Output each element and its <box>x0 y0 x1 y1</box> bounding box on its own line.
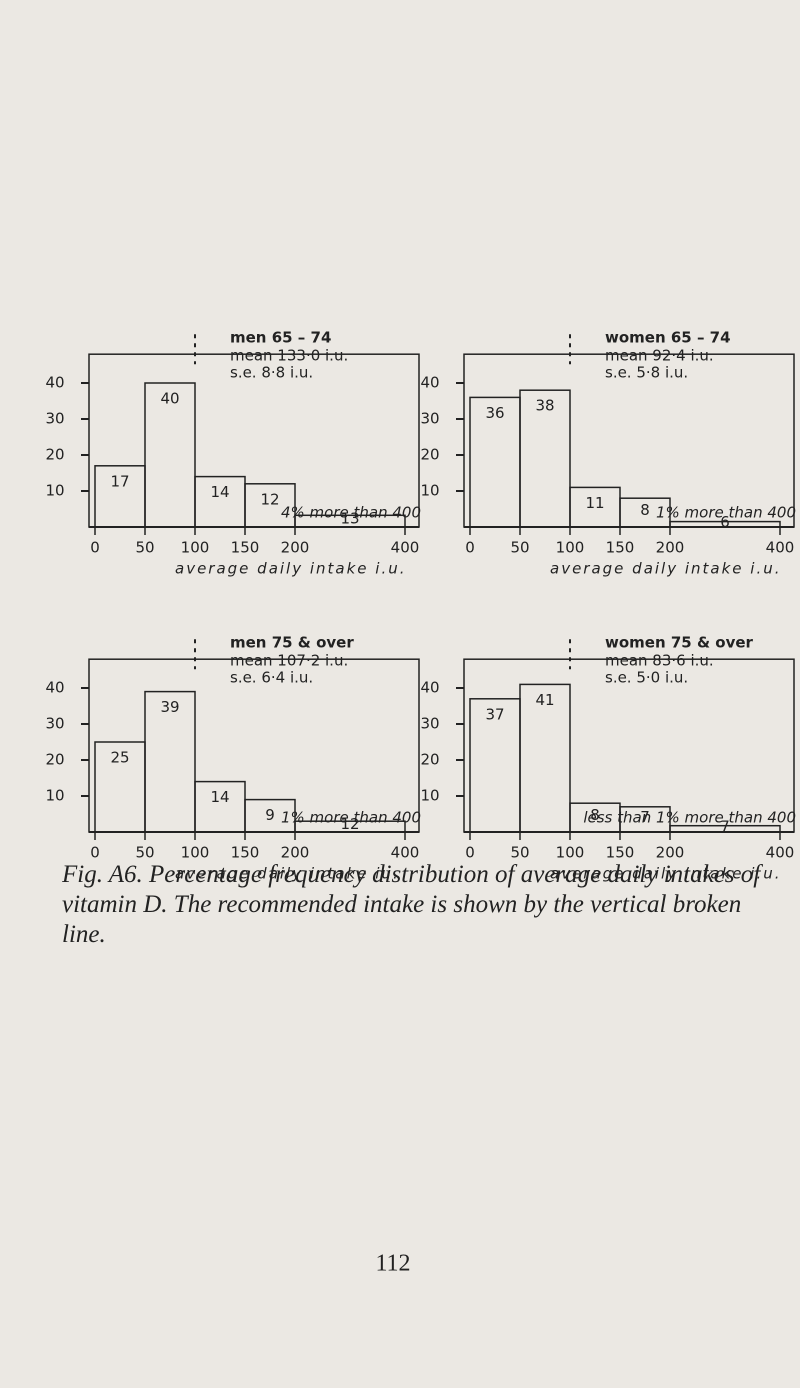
panel-title: women 75 & over <box>605 634 754 652</box>
x-tick-label: 100 <box>181 844 210 862</box>
y-tick-label: 10 <box>45 482 64 500</box>
bar-value-label: 39 <box>160 698 179 716</box>
x-tick-label: 150 <box>231 844 260 862</box>
y-tick-label: 20 <box>420 446 439 464</box>
x-tick-label: 400 <box>766 844 795 862</box>
x-tick-label: 100 <box>556 539 585 557</box>
caption-box: Fig. A6. Percentage frequency distributi… <box>62 861 761 948</box>
x-tick-label: 50 <box>135 844 154 862</box>
y-tick-label: 30 <box>45 410 64 428</box>
bar <box>619 497 671 528</box>
bar-value-label: 41 <box>535 691 554 709</box>
x-tick-label: 0 <box>465 844 475 862</box>
bar <box>144 690 196 833</box>
bar <box>669 520 781 528</box>
panel-title: men 75 & over <box>230 634 354 652</box>
y-tick-label: 40 <box>45 374 64 392</box>
bar-value-label: 14 <box>210 483 229 501</box>
x-tick-label: 50 <box>135 539 154 557</box>
bar <box>619 806 671 833</box>
note: 4% more than 400 <box>281 504 421 522</box>
x-tick-label: 0 <box>465 539 475 557</box>
bar-value-label: 7 <box>720 817 730 835</box>
mean-label: mean 92·4 i.u. <box>605 347 714 365</box>
x-axis-label: average daily intake i.u. <box>175 560 407 578</box>
se-label: s.e. 6·4 i.u. <box>230 669 313 687</box>
bar <box>294 820 406 833</box>
y-tick-label: 10 <box>420 482 439 500</box>
se-label: s.e. 5·0 i.u. <box>605 669 688 687</box>
x-tick-label: 400 <box>766 539 795 557</box>
y-tick-label: 40 <box>420 374 439 392</box>
x-tick-label: 200 <box>656 539 685 557</box>
x-tick-label: 150 <box>231 539 260 557</box>
x-tick-label: 50 <box>510 539 529 557</box>
y-tick-label: 30 <box>45 715 64 733</box>
bar-value-label: 8 <box>590 806 600 824</box>
bar <box>144 382 196 528</box>
se-label: s.e. 5·8 i.u. <box>605 364 688 382</box>
x-tick-label: 400 <box>391 539 420 557</box>
bar-value-label: 9 <box>265 806 275 824</box>
x-tick-label: 200 <box>656 844 685 862</box>
bar-value-label: 25 <box>110 749 129 767</box>
x-tick-label: 50 <box>510 844 529 862</box>
y-tick-label: 10 <box>45 787 64 805</box>
mean-label: mean 133·0 i.u. <box>230 347 348 365</box>
x-tick-label: 100 <box>181 539 210 557</box>
x-tick-label: 200 <box>281 844 310 862</box>
se-label: s.e. 8·8 i.u. <box>230 364 313 382</box>
bar-value-label: 17 <box>110 472 129 490</box>
x-tick-label: 200 <box>281 539 310 557</box>
bar-value-label: 8 <box>640 501 650 519</box>
caption: Fig. A6. Percentage frequency distributi… <box>62 861 761 948</box>
x-tick-label: 0 <box>90 844 100 862</box>
mean-label: mean 107·2 i.u. <box>230 652 348 670</box>
bar <box>519 389 571 528</box>
y-tick-label: 40 <box>45 679 64 697</box>
bar-value-label: 37 <box>485 705 504 723</box>
y-tick-label: 40 <box>420 679 439 697</box>
x-axis-label: average daily intake iu. <box>175 865 400 883</box>
bar-value-label: 11 <box>585 494 604 512</box>
panel-title: men 65 – 74 <box>230 329 331 347</box>
y-tick-label: 20 <box>420 751 439 769</box>
x-tick-label: 0 <box>90 539 100 557</box>
y-tick-label: 20 <box>45 751 64 769</box>
bar <box>244 483 296 528</box>
bar-value-label: 12 <box>340 815 359 833</box>
bar-value-label: 38 <box>535 397 554 415</box>
y-tick-label: 30 <box>420 410 439 428</box>
bar-value-label: 7 <box>640 808 650 826</box>
x-tick-label: 150 <box>606 539 635 557</box>
x-tick-label: 400 <box>391 844 420 862</box>
bar-value-label: 12 <box>260 490 279 508</box>
bar-value-label: 13 <box>340 510 359 528</box>
panel-title: women 65 – 74 <box>605 329 731 347</box>
bar-value-label: 40 <box>160 390 179 408</box>
x-axis-label: average daily intake i.u. <box>550 560 782 578</box>
mean-label: mean 83·6 i.u. <box>605 652 714 670</box>
y-tick-label: 30 <box>420 715 439 733</box>
x-tick-label: 100 <box>556 844 585 862</box>
y-tick-label: 20 <box>45 446 64 464</box>
x-tick-label: 150 <box>606 844 635 862</box>
bar-value-label: 6 <box>720 513 730 531</box>
x-axis-label: average daily intake i.u. <box>550 865 782 883</box>
note: less than 1% more than 400 <box>583 809 796 827</box>
bar <box>244 798 296 833</box>
bar <box>669 824 781 833</box>
bar <box>294 514 406 528</box>
bar <box>519 683 571 833</box>
bar-value-label: 36 <box>485 404 504 422</box>
page-number: 112 <box>375 1251 410 1277</box>
note: 1% more than 400 <box>656 504 796 522</box>
y-tick-label: 10 <box>420 787 439 805</box>
bar-value-label: 14 <box>210 788 229 806</box>
note: 1% more than 400 <box>281 809 421 827</box>
